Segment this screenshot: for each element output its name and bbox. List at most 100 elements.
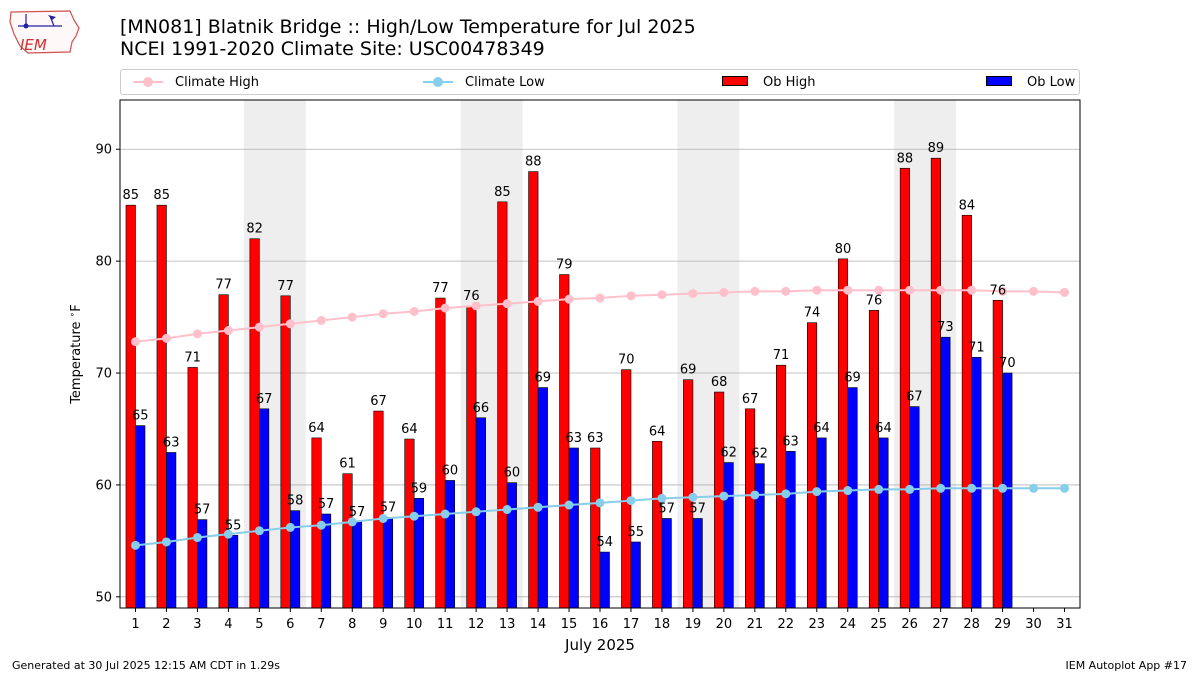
ob-high-label-day-28: 84	[959, 198, 976, 213]
iem-logo: IEM	[9, 10, 80, 54]
ob-low-label-day-17: 55	[627, 525, 644, 540]
climate-high-point-day-12	[471, 301, 481, 311]
ob-high-bar-day-2	[156, 204, 167, 609]
climate-low-point-day-8	[347, 517, 357, 527]
climate-low-point-day-28	[967, 483, 977, 493]
ob-high-bar-day-21	[745, 408, 756, 609]
x-tick-label-7: 7	[317, 617, 325, 632]
x-tick-label-21: 21	[747, 617, 764, 632]
ob-high-bar-day-4	[218, 294, 229, 609]
climate-low-point-day-9	[378, 513, 388, 523]
ob-low-bar-day-17	[630, 541, 641, 609]
climate-high-point-day-17	[626, 291, 636, 301]
ob-low-label-day-20: 62	[720, 446, 737, 461]
legend-label-climate-low: Climate Low	[465, 74, 545, 90]
ob-low-bar-day-16	[599, 551, 610, 609]
ob-high-bar-day-11	[435, 297, 446, 609]
ob-low-label-day-23: 64	[813, 421, 830, 436]
ob-high-label-day-18: 64	[649, 424, 666, 439]
ob-low-label-day-27: 73	[937, 320, 954, 335]
legend-item-ob-high: Ob High	[719, 73, 816, 91]
y-axis-label: Temperature ∘F	[68, 304, 84, 405]
x-tick-label-31: 31	[1056, 617, 1073, 632]
legend-item-climate-low: Climate Low	[421, 73, 545, 91]
ob-low-label-day-22: 63	[782, 434, 799, 449]
y-tick-label-90: 90	[95, 143, 112, 158]
ob-low-label-day-19: 57	[689, 501, 706, 516]
x-tick-label-16: 16	[592, 617, 609, 632]
climate-low-point-day-27	[936, 483, 946, 493]
climate-low-point-day-13	[502, 505, 512, 515]
legend-label-ob-low: Ob Low	[1027, 74, 1076, 90]
ob-low-label-day-10: 59	[411, 481, 428, 496]
climate-low-point-day-14	[533, 502, 543, 512]
ob-high-label-day-20: 68	[711, 375, 728, 390]
climate-low-point-day-25	[874, 484, 884, 494]
ob-high-label-day-11: 77	[432, 281, 449, 296]
ob-high-label-day-15: 79	[556, 258, 573, 273]
ob-low-bar-day-18	[661, 518, 672, 609]
ob-low-label-day-2: 63	[163, 435, 180, 450]
x-tick-label-11: 11	[437, 617, 454, 632]
x-tick-label-29: 29	[994, 617, 1011, 632]
climate-high-point-day-13	[502, 299, 512, 309]
climate-low-point-day-15	[564, 500, 574, 510]
x-tick-label-23: 23	[809, 617, 826, 632]
ob-low-bar-day-24	[847, 387, 858, 609]
ob-high-bar-day-26	[899, 167, 910, 609]
climate-low-point-day-11	[440, 509, 450, 519]
ob-low-bar-day-5	[259, 408, 270, 609]
legend-climate-low-marker	[421, 73, 455, 91]
ob-low-bar-day-11	[444, 480, 455, 609]
ob-low-bar-day-8	[351, 521, 363, 609]
ob-low-bar-day-1	[135, 425, 146, 609]
legend-climate-high-marker	[131, 73, 165, 91]
title-line-1: [MN081] Blatnik Bridge :: High/Low Tempe…	[120, 16, 696, 38]
ob-low-bar-day-9	[382, 517, 394, 609]
ob-high-label-day-10: 64	[401, 422, 418, 437]
ob-high-label-day-1: 85	[122, 188, 139, 203]
legend-item-ob-low: Ob Low	[983, 73, 1075, 91]
x-tick-label-2: 2	[162, 617, 170, 632]
ob-low-bar-day-4	[228, 534, 239, 609]
x-tick-label-8: 8	[348, 617, 356, 632]
ob-low-bar-day-26	[909, 406, 920, 609]
ob-high-bar-day-24	[837, 258, 849, 609]
ob-high-label-day-6: 77	[277, 279, 294, 294]
x-tick-label-18: 18	[654, 617, 671, 632]
climate-low-point-day-24	[843, 486, 853, 496]
x-tick-label-9: 9	[379, 617, 387, 632]
climate-high-point-day-18	[657, 290, 667, 300]
climate-low-point-day-31	[1060, 483, 1070, 493]
climate-low-point-day-21	[750, 490, 760, 500]
climate-high-point-day-27	[936, 285, 946, 295]
ob-low-bar-day-13	[506, 482, 517, 609]
ob-high-bar-day-12	[466, 305, 477, 609]
climate-low-point-day-1	[130, 540, 140, 550]
x-tick-label-27: 27	[932, 617, 949, 632]
chart-legend: Climate High Climate Low Ob High Ob Low	[120, 69, 1080, 95]
ob-low-bar-day-25	[878, 437, 889, 609]
ob-low-bar-day-14	[537, 387, 548, 609]
ob-low-label-day-1: 65	[132, 409, 149, 424]
climate-high-point-day-10	[409, 306, 419, 316]
climate-low-point-day-6	[285, 522, 295, 532]
y-tick-label-80: 80	[95, 255, 112, 270]
ob-high-bar-day-6	[280, 295, 291, 609]
ob-high-bar-day-3	[187, 367, 198, 609]
x-axis-label: July 2025	[564, 636, 635, 654]
x-tick-label-4: 4	[224, 617, 232, 632]
ob-high-label-day-8: 61	[339, 457, 356, 472]
climate-high-point-day-9	[378, 309, 388, 319]
ob-low-label-day-8: 57	[349, 505, 366, 520]
climate-high-point-day-30	[1029, 286, 1039, 296]
ob-low-bar-day-15	[568, 447, 579, 609]
ob-high-label-day-2: 85	[153, 188, 170, 203]
ob-high-label-day-4: 77	[215, 278, 232, 293]
climate-low-point-day-17	[626, 496, 636, 506]
ob-high-label-day-19: 69	[680, 363, 697, 378]
ob-low-label-day-28: 71	[968, 340, 985, 355]
ob-low-label-day-21: 62	[751, 447, 768, 462]
ob-low-bar-day-23	[816, 437, 827, 609]
climate-high-point-day-8	[347, 312, 357, 322]
